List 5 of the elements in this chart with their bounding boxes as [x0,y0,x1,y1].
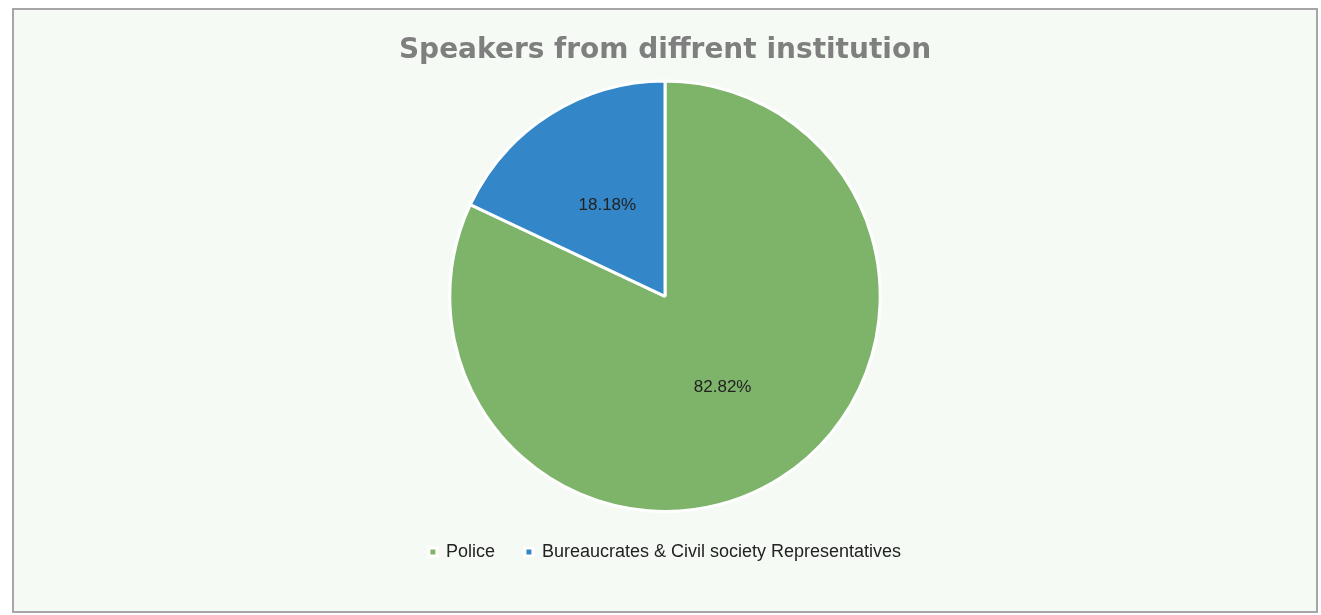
legend-label: Police [445,540,495,561]
legend-label: Bureaucrates & Civil society Representatives [541,540,902,561]
data-label: 82.82% [693,376,752,396]
chart-title: Speakers from diffrent institution [398,32,932,66]
data-label: 18.18% [578,195,637,215]
